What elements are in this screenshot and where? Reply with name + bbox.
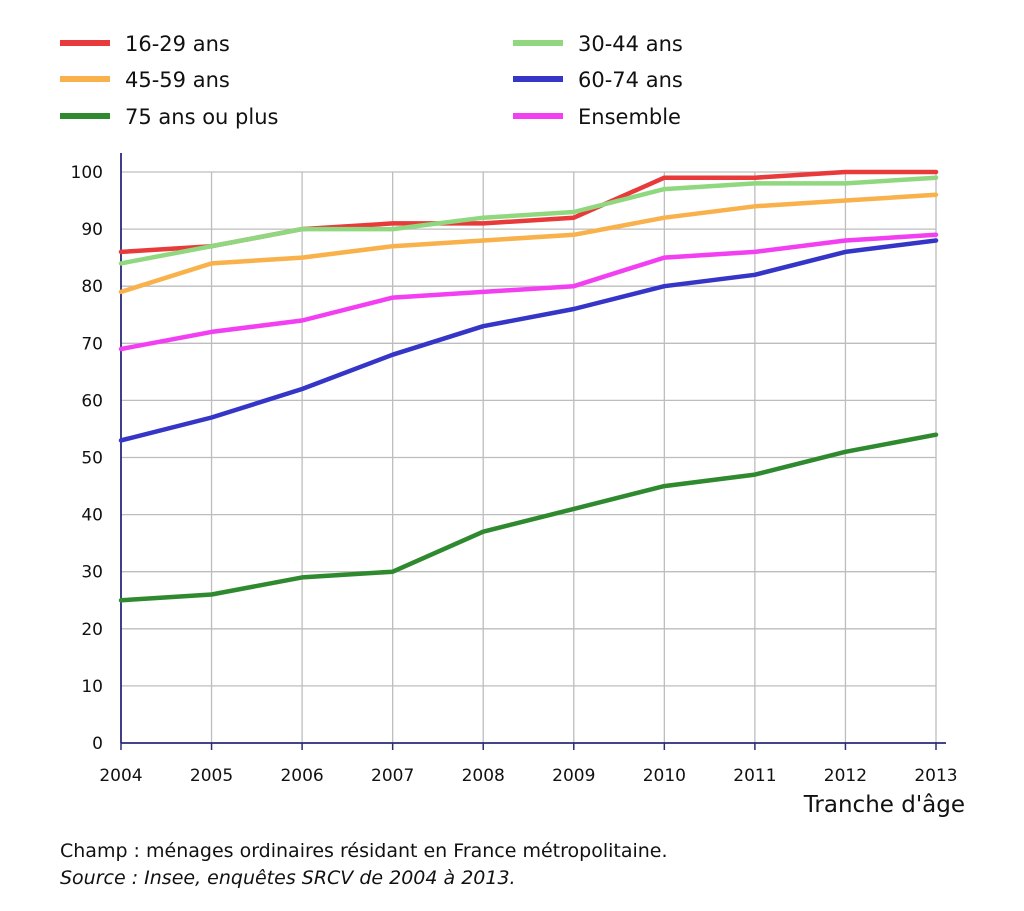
x-tick-label: 2010: [643, 766, 686, 786]
y-tick-label: 0: [92, 734, 103, 754]
x-tick-label: 2009: [552, 766, 595, 786]
line-chart: 16-29 ans 30-44 ans 45-59 ans 60-74 ans 75 a…: [60, 32, 965, 818]
series-line-30-44-ans: [118, 175, 939, 266]
x-tick-label: 2006: [280, 766, 323, 786]
grid: [121, 171, 937, 743]
legend-item: 60-74 ans: [513, 68, 683, 92]
legend-item: 45-59 ans: [60, 68, 230, 92]
x-tick-label: 2004: [99, 766, 142, 786]
x-tick-label: 2008: [462, 766, 505, 786]
legend-item: 75 ans ou plus: [60, 105, 278, 129]
x-tick-label: 2012: [824, 766, 867, 786]
x-tick-label: 2011: [733, 766, 776, 786]
legend: 16-29 ans 30-44 ans 45-59 ans 60-74 ans 75 a…: [60, 32, 683, 129]
legend-label: 75 ans ou plus: [125, 105, 278, 129]
legend-label: Ensemble: [578, 105, 681, 129]
x-tick-label: 2013: [914, 766, 957, 786]
source-note: Source : Insee, enquêtes SRCV de 2004 à …: [60, 867, 516, 889]
y-tick-label: 60: [81, 391, 103, 411]
y-tick-label: 10: [81, 677, 103, 697]
y-tick-label: 20: [81, 620, 103, 640]
legend-item: 16-29 ans: [60, 32, 230, 56]
y-tick-label: 100: [71, 163, 103, 183]
y-tick-label: 30: [81, 563, 103, 583]
y-tick-label: 40: [81, 506, 103, 526]
series-line-60-74-ans: [118, 238, 939, 443]
legend-label: 16-29 ans: [125, 32, 230, 56]
x-axis-title: Tranche d'âge: [803, 792, 965, 818]
series-lines: [118, 169, 939, 603]
legend-item: Ensemble: [513, 105, 681, 129]
legend-label: 60-74 ans: [578, 68, 683, 92]
series-line-75-ans-ou-plus: [118, 432, 939, 603]
y-tick-label: 50: [81, 449, 103, 469]
series-line-45-59-ans: [118, 192, 939, 295]
legend-label: 45-59 ans: [125, 68, 230, 92]
series-line-ensemble: [118, 232, 939, 352]
champ-note: Champ : ménages ordinaires résidant en F…: [60, 840, 668, 862]
legend-label: 30-44 ans: [578, 32, 683, 56]
chart-notes: Champ : ménages ordinaires résidant en F…: [60, 838, 668, 892]
x-tick-label: 2005: [190, 766, 233, 786]
legend-item: 30-44 ans: [513, 32, 683, 56]
y-tick-label: 80: [81, 277, 103, 297]
y-tick-label: 90: [81, 220, 103, 240]
y-tick-label: 70: [81, 334, 103, 354]
x-tick-label: 2007: [371, 766, 414, 786]
tick-labels: 0 10 20 30 40 50 60 70 80 90 100 2004 2005 2006 2007 20…: [71, 163, 958, 786]
